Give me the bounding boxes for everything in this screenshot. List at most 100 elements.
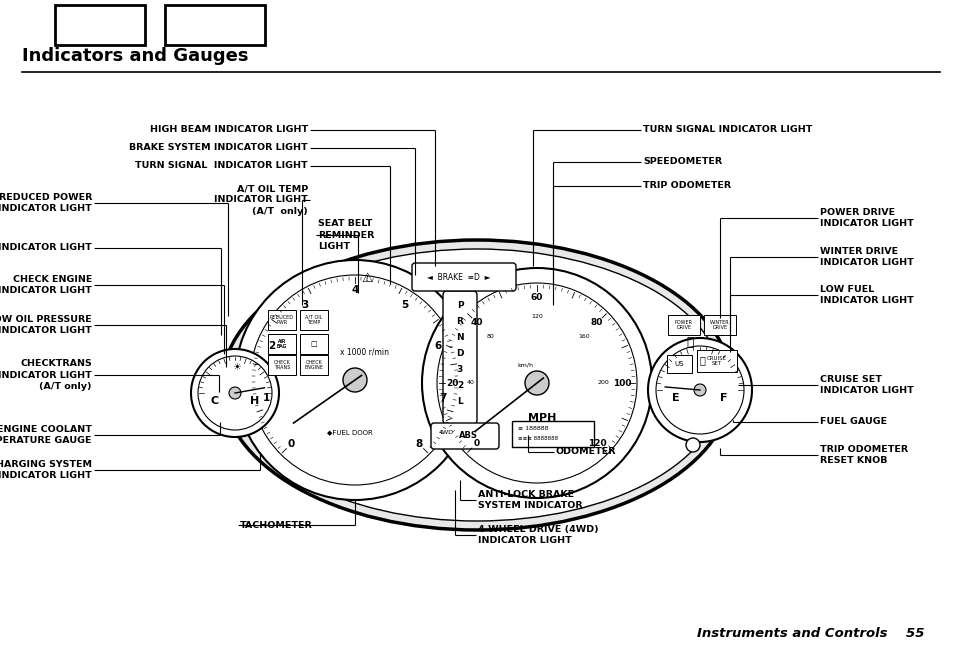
Text: P: P [456, 300, 463, 310]
Text: TRIP ODOMETER: TRIP ODOMETER [642, 182, 730, 190]
Text: D: D [456, 348, 463, 358]
Bar [268, 334, 295, 354]
Circle shape [685, 438, 700, 452]
Text: ENGINE COOLANT
TEMPERATURE GAUGE: ENGINE COOLANT TEMPERATURE GAUGE [0, 425, 91, 445]
Text: WINTER DRIVE
INDICATOR LIGHT: WINTER DRIVE INDICATOR LIGHT [820, 247, 913, 267]
Text: ⛽: ⛽ [685, 335, 693, 348]
Text: 80: 80 [590, 318, 602, 327]
Text: 40: 40 [467, 380, 475, 386]
Text: 80: 80 [486, 334, 494, 339]
Text: AIR
BAG: AIR BAG [276, 338, 287, 350]
Text: TACHOMETER: TACHOMETER [240, 520, 313, 529]
Text: F: F [720, 393, 727, 403]
Text: REDUCED POWER
INDICATOR LIGHT: REDUCED POWER INDICATOR LIGHT [0, 193, 91, 213]
Text: 0: 0 [288, 439, 294, 449]
Text: Instruments and Controls    55: Instruments and Controls 55 [697, 627, 924, 640]
Text: 2: 2 [268, 340, 275, 350]
Text: POWER
DRIVE: POWER DRIVE [675, 319, 692, 331]
Circle shape [647, 338, 751, 442]
Bar [299, 334, 328, 354]
Text: 4-WHEEL DRIVE (4WD)
INDICATOR LIGHT: 4-WHEEL DRIVE (4WD) INDICATOR LIGHT [477, 525, 598, 545]
Text: □: □ [311, 341, 317, 347]
Text: 3: 3 [301, 300, 309, 310]
Circle shape [524, 371, 548, 395]
Bar [268, 334, 295, 354]
Text: 40: 40 [470, 318, 482, 327]
Text: ☀: ☀ [233, 362, 241, 372]
Text: ⚠: ⚠ [361, 272, 373, 285]
Text: ◆FUEL DOOR: ◆FUEL DOOR [327, 429, 373, 435]
Text: 200: 200 [597, 380, 608, 386]
Circle shape [693, 384, 705, 396]
Text: 120: 120 [531, 314, 542, 319]
Bar [667, 315, 700, 335]
Bar [512, 421, 594, 447]
Text: 4: 4 [351, 285, 358, 295]
Text: HIGH BEAM INDICATOR LIGHT: HIGH BEAM INDICATOR LIGHT [150, 125, 308, 134]
Text: A/T OIL TEMP
INDICATOR LIGHT
(A/T  only): A/T OIL TEMP INDICATOR LIGHT (A/T only) [214, 184, 308, 216]
Text: LOW OIL PRESSURE
INDICATOR LIGHT: LOW OIL PRESSURE INDICATOR LIGHT [0, 315, 91, 335]
Text: TURN SIGNAL  INDICATOR LIGHT: TURN SIGNAL INDICATOR LIGHT [135, 161, 308, 171]
Text: N: N [456, 333, 463, 342]
Text: MPH: MPH [527, 413, 556, 423]
Circle shape [191, 349, 278, 437]
Text: CRUISE SET
INDICATOR LIGHT: CRUISE SET INDICATOR LIGHT [820, 375, 913, 395]
Text: US: US [674, 361, 683, 367]
Text: LOW FUEL
INDICATOR LIGHT: LOW FUEL INDICATOR LIGHT [820, 285, 913, 305]
FancyBboxPatch shape [412, 263, 516, 291]
Text: A/T OIL
TEMP: A/T OIL TEMP [305, 315, 322, 325]
Text: REDUCED
PWR: REDUCED PWR [270, 315, 294, 325]
Text: Indicators and Gauges: Indicators and Gauges [22, 47, 248, 65]
Circle shape [229, 387, 241, 399]
Text: H: H [250, 396, 259, 406]
Text: 5: 5 [401, 300, 408, 310]
Text: ≡ 188888: ≡ 188888 [517, 426, 548, 432]
Text: E: E [672, 393, 679, 403]
Text: 0: 0 [474, 439, 479, 447]
Text: x 1000 r/min: x 1000 r/min [340, 348, 389, 356]
FancyBboxPatch shape [431, 423, 498, 449]
Text: C: C [211, 396, 219, 406]
Text: ANTI-LOCK BRAKE
SYSTEM INDICATOR: ANTI-LOCK BRAKE SYSTEM INDICATOR [477, 490, 582, 510]
Bar [55, 5, 145, 45]
Text: TRIP ODOMETER
RESET KNOB: TRIP ODOMETER RESET KNOB [820, 445, 907, 465]
Text: TURN SIGNAL INDICATOR LIGHT: TURN SIGNAL INDICATOR LIGHT [642, 125, 812, 134]
Text: 60: 60 [530, 293, 542, 302]
Text: R: R [456, 316, 463, 325]
Text: 3: 3 [456, 365, 462, 373]
Text: CHECK
ENGINE: CHECK ENGINE [304, 359, 323, 371]
Text: SEAT BELT
REMINDER
LIGHT: SEAT BELT REMINDER LIGHT [317, 219, 374, 251]
Text: CHECK ENGINE
INDICATOR LIGHT: CHECK ENGINE INDICATOR LIGHT [0, 275, 91, 295]
Text: SPEEDOMETER: SPEEDOMETER [642, 157, 721, 167]
Circle shape [234, 260, 475, 500]
Text: POWER DRIVE
INDICATOR LIGHT: POWER DRIVE INDICATOR LIGHT [820, 208, 913, 228]
Text: ABS: ABS [458, 432, 477, 440]
Text: CHARGING SYSTEM
INDICATOR LIGHT: CHARGING SYSTEM INDICATOR LIGHT [0, 460, 91, 480]
Bar [299, 355, 328, 375]
Bar [666, 355, 691, 373]
Text: CRUISE
SET: CRUISE SET [706, 356, 726, 367]
Text: WINTER
DRIVE: WINTER DRIVE [709, 319, 729, 331]
Bar [697, 350, 737, 372]
Text: 120: 120 [587, 439, 606, 447]
Ellipse shape [231, 249, 722, 521]
Text: AIR
BAG: AIR BAG [276, 338, 287, 350]
Ellipse shape [222, 240, 731, 530]
Text: 160: 160 [578, 334, 589, 339]
Circle shape [343, 368, 367, 392]
Bar [299, 310, 328, 330]
Bar [703, 315, 735, 335]
Text: SRS INDICATOR LIGHT: SRS INDICATOR LIGHT [0, 243, 91, 253]
Circle shape [421, 268, 651, 498]
Text: 4WD: 4WD [438, 430, 454, 435]
Text: ◄  BRAKE  ≡D  ►: ◄ BRAKE ≡D ► [427, 272, 490, 281]
Bar [268, 310, 295, 330]
Text: 7: 7 [439, 392, 447, 403]
Text: 8: 8 [415, 439, 422, 449]
FancyBboxPatch shape [442, 291, 476, 424]
Text: CHECKTRANS
INDICATOR LIGHT
(A/T only): CHECKTRANS INDICATOR LIGHT (A/T only) [0, 359, 91, 390]
Text: 2: 2 [456, 380, 462, 390]
Text: L: L [456, 396, 462, 405]
Text: 6: 6 [434, 340, 441, 350]
Text: FUEL GAUGE: FUEL GAUGE [820, 417, 886, 426]
